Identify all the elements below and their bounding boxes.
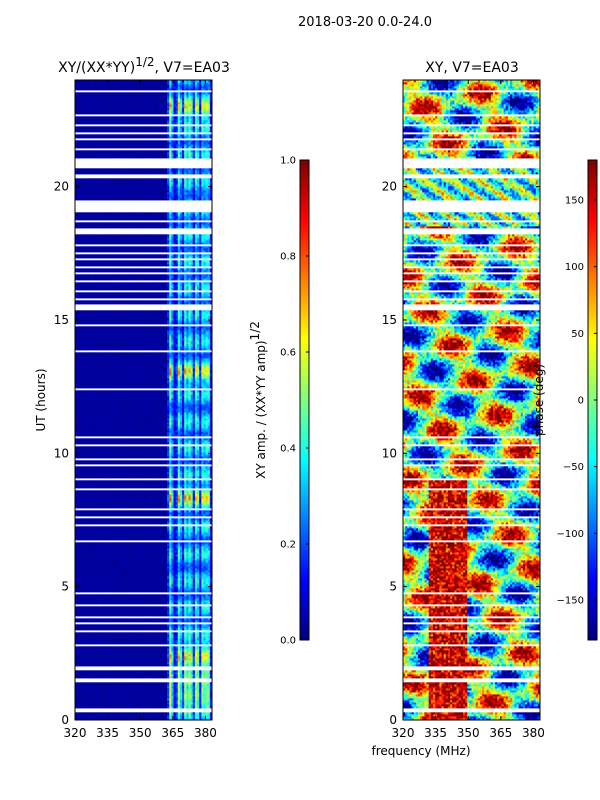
figure-suptitle: 2018-03-20 0.0-24.0 [298,15,432,30]
amp-title-prefix: XY/(XX*YY) [58,60,135,76]
amp-title: XY/(XX*YY)1/2, V7=EA03 [58,55,230,76]
amp-title-suffix: , V7=EA03 [155,60,230,76]
figure: 2018-03-20 0.0-24.0 XY/(XX*YY)1/2, V7=EA… [0,0,600,800]
gap-row [75,710,212,712]
amp-heatmap [75,80,212,720]
amp-title-exponent: 1/2 [135,55,154,69]
